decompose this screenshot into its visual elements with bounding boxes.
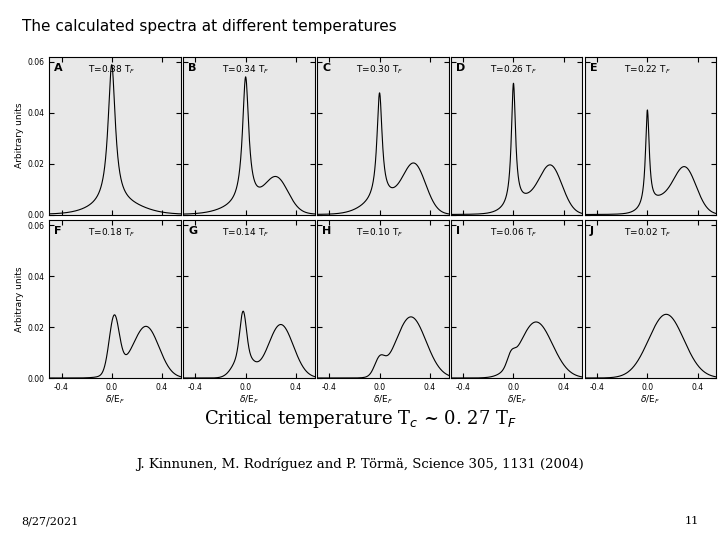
Y-axis label: Arbitrary units: Arbitrary units <box>15 103 24 168</box>
Text: B: B <box>188 63 197 73</box>
X-axis label: $\delta$/E$_F$: $\delta$/E$_F$ <box>641 393 660 406</box>
Text: G: G <box>188 226 197 237</box>
Text: T=0.06 T$_F$: T=0.06 T$_F$ <box>490 226 538 239</box>
X-axis label: $\delta$/E$_F$: $\delta$/E$_F$ <box>105 393 125 406</box>
Text: Critical temperature T$_c$ ~ 0. 27 T$_F$: Critical temperature T$_c$ ~ 0. 27 T$_F$ <box>204 408 516 429</box>
X-axis label: $\delta$/E$_F$: $\delta$/E$_F$ <box>507 393 526 406</box>
Text: A: A <box>54 63 63 73</box>
Text: T=0.10 T$_F$: T=0.10 T$_F$ <box>356 226 404 239</box>
Text: F: F <box>54 226 62 237</box>
Text: The calculated spectra at different temperatures: The calculated spectra at different temp… <box>22 19 396 34</box>
Text: D: D <box>456 63 465 73</box>
Text: T=0.30 T$_F$: T=0.30 T$_F$ <box>356 63 404 76</box>
X-axis label: $\delta$/E$_F$: $\delta$/E$_F$ <box>239 393 258 406</box>
Text: 11: 11 <box>684 516 698 526</box>
Text: T=0.22 T$_F$: T=0.22 T$_F$ <box>624 63 671 76</box>
Text: T=0.34 T$_F$: T=0.34 T$_F$ <box>222 63 270 76</box>
Text: C: C <box>322 63 330 73</box>
X-axis label: $\delta$/E$_F$: $\delta$/E$_F$ <box>373 393 392 406</box>
Text: E: E <box>590 63 598 73</box>
Text: H: H <box>322 226 331 237</box>
Y-axis label: Arbitrary units: Arbitrary units <box>15 266 24 332</box>
Text: 8/27/2021: 8/27/2021 <box>22 516 79 526</box>
Text: T=0.26 T$_F$: T=0.26 T$_F$ <box>490 63 537 76</box>
Text: J: J <box>590 226 594 237</box>
Text: T=0.02 T$_F$: T=0.02 T$_F$ <box>624 226 672 239</box>
Text: J. Kinnunen, M. Rodríguez and P. Törmä, Science 305, 1131 (2004): J. Kinnunen, M. Rodríguez and P. Törmä, … <box>136 457 584 471</box>
Text: I: I <box>456 226 460 237</box>
Text: T=0.18 T$_F$: T=0.18 T$_F$ <box>89 226 136 239</box>
Text: T=0.14 T$_F$: T=0.14 T$_F$ <box>222 226 270 239</box>
Text: T=0.38 T$_F$: T=0.38 T$_F$ <box>89 63 136 76</box>
